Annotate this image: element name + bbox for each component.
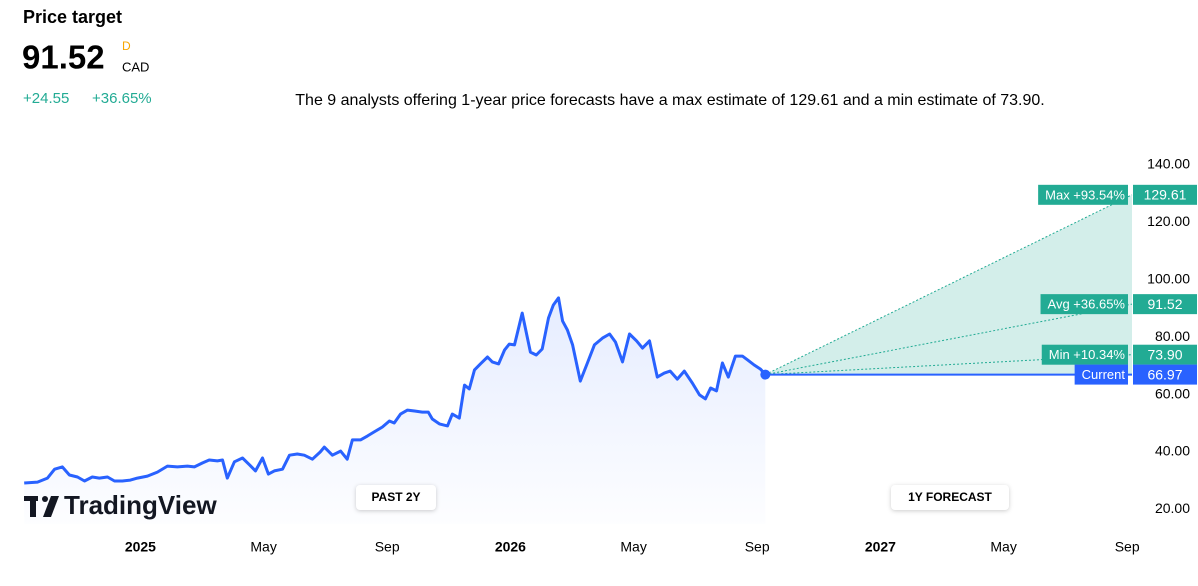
annotation-box [356, 485, 436, 510]
x-tick-label: Sep [1115, 539, 1140, 555]
y-tick-label: 100.00 [1147, 271, 1190, 287]
x-tick-label: May [620, 539, 646, 555]
target-label: Max +93.54% [1045, 187, 1125, 202]
currency: CAD [122, 59, 149, 74]
change-percent: +36.65% [92, 90, 152, 107]
target-value-box [1133, 344, 1197, 365]
target-label-box [1041, 344, 1128, 365]
y-tick-label: 80.00 [1155, 328, 1190, 344]
annotation-text: PAST 2Y [371, 490, 420, 504]
y-tick-label: 120.00 [1147, 213, 1190, 229]
target-value-box [1133, 294, 1197, 315]
y-tick-label: 60.00 [1155, 385, 1190, 401]
watermark: TradingView [24, 490, 217, 520]
target-line [765, 194, 1133, 376]
target-label-box [1040, 294, 1128, 315]
logo-shape [42, 496, 48, 502]
description: The 9 analysts offering 1-year price for… [295, 92, 1044, 109]
annotation-text: 1Y FORECAST [908, 490, 992, 504]
annotation: PAST 2Y 1Y FORECAST [356, 485, 1009, 510]
target-value: 73.90 [1147, 346, 1182, 362]
target-value-box [1133, 364, 1197, 385]
price: 91.52 [22, 39, 105, 76]
target-label: Avg +36.65% [1048, 297, 1126, 312]
target-label: Min +10.34% [1049, 347, 1126, 362]
x-tick-label: May [250, 539, 276, 555]
price-area [24, 297, 766, 524]
target-label-box [1038, 184, 1128, 205]
x-tick-label: 2027 [865, 539, 896, 555]
x-tick-label: Sep [745, 539, 770, 555]
target-value: 129.61 [1144, 187, 1187, 203]
annotation-box [891, 485, 1009, 510]
y-tick-label: 40.00 [1155, 443, 1190, 459]
y-tick-label: 140.00 [1147, 156, 1190, 172]
price-line [24, 296, 767, 485]
x-tick-label: May [990, 539, 1016, 555]
x-tick-label: 2026 [495, 539, 526, 555]
logo-shape [43, 496, 59, 517]
plot: 20.00 40.00 60.00 80.00 100.00 120.00 140.00 20… [24, 156, 1197, 555]
current-point [760, 369, 771, 380]
x-tick-label: Sep [375, 539, 400, 555]
target-value: 91.52 [1147, 296, 1182, 312]
title: Price target [23, 7, 122, 27]
interval: D [122, 39, 131, 53]
target-value: 66.97 [1147, 366, 1182, 382]
target-label: Current [1082, 367, 1126, 382]
logo-shape [30, 496, 36, 517]
change: +24.55 [23, 90, 69, 107]
target-line [765, 354, 1133, 376]
x-tick-label: 2025 [125, 539, 156, 555]
target-value-box [1133, 184, 1197, 205]
target-label-box [1074, 364, 1128, 385]
watermark-text: TradingView [64, 490, 217, 520]
y-tick-label: 20.00 [1155, 500, 1190, 516]
